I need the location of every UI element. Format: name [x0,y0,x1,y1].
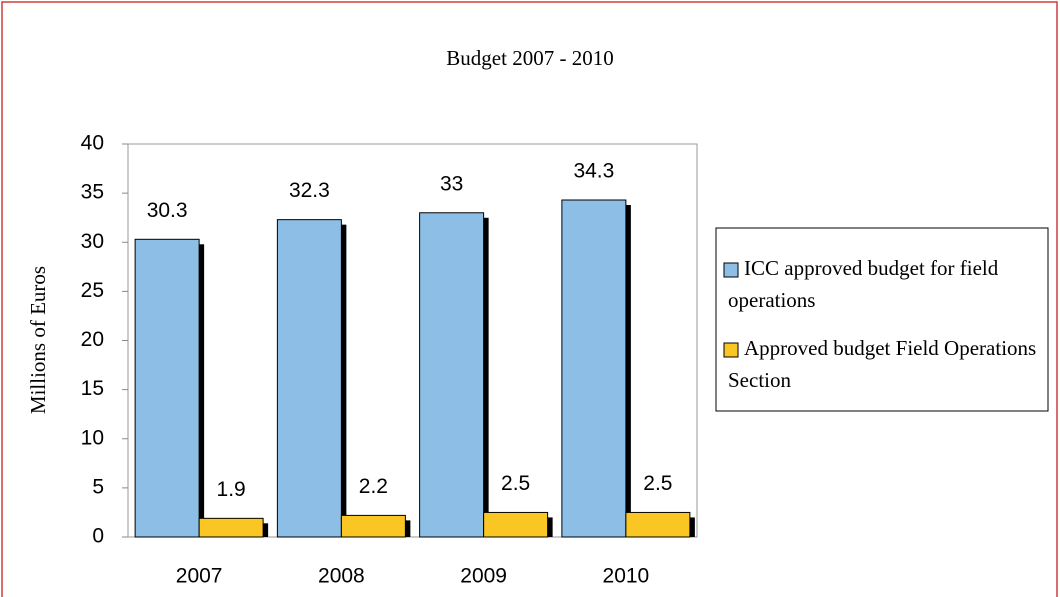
legend-swatch [723,262,739,278]
data-label: 32.3 [289,179,330,202]
bar [340,514,406,538]
legend-label: ICC approved budget for field operations [728,256,999,312]
bar [561,199,627,538]
bar [198,517,264,538]
legend-swatch [723,342,739,358]
data-label: 2.5 [501,472,530,495]
x-tick-label: 2007 [176,565,223,588]
y-tick-label: 10 [81,426,104,449]
bar [625,511,691,538]
y-tick-label: 5 [92,475,104,498]
y-tick-label: 20 [81,328,104,351]
x-tick-label: 2010 [603,565,650,588]
y-tick-label: 0 [92,525,104,548]
bar [276,219,342,538]
data-label: 1.9 [217,478,246,501]
y-tick-label: 25 [81,279,104,302]
bar [134,238,200,538]
x-tick-label: 2008 [318,565,365,588]
x-tick-label: 2009 [460,565,507,588]
chart-title: Budget 2007 - 2010 [446,46,613,70]
y-axis-label: Millions of Euros [26,266,50,414]
y-tick-label: 15 [81,377,104,400]
bar [419,212,485,538]
y-tick-label: 30 [81,230,104,253]
legend-box [715,227,1049,412]
data-label: 34.3 [573,160,614,183]
data-label: 2.2 [359,475,388,498]
data-label: 30.3 [147,199,188,222]
data-label: 2.5 [643,472,672,495]
y-tick-label: 35 [81,181,104,204]
data-label: 33 [440,172,463,195]
legend-label: Approved budget Field Operations Section [728,336,1036,392]
y-tick-label: 40 [81,132,104,155]
bar [483,511,549,538]
